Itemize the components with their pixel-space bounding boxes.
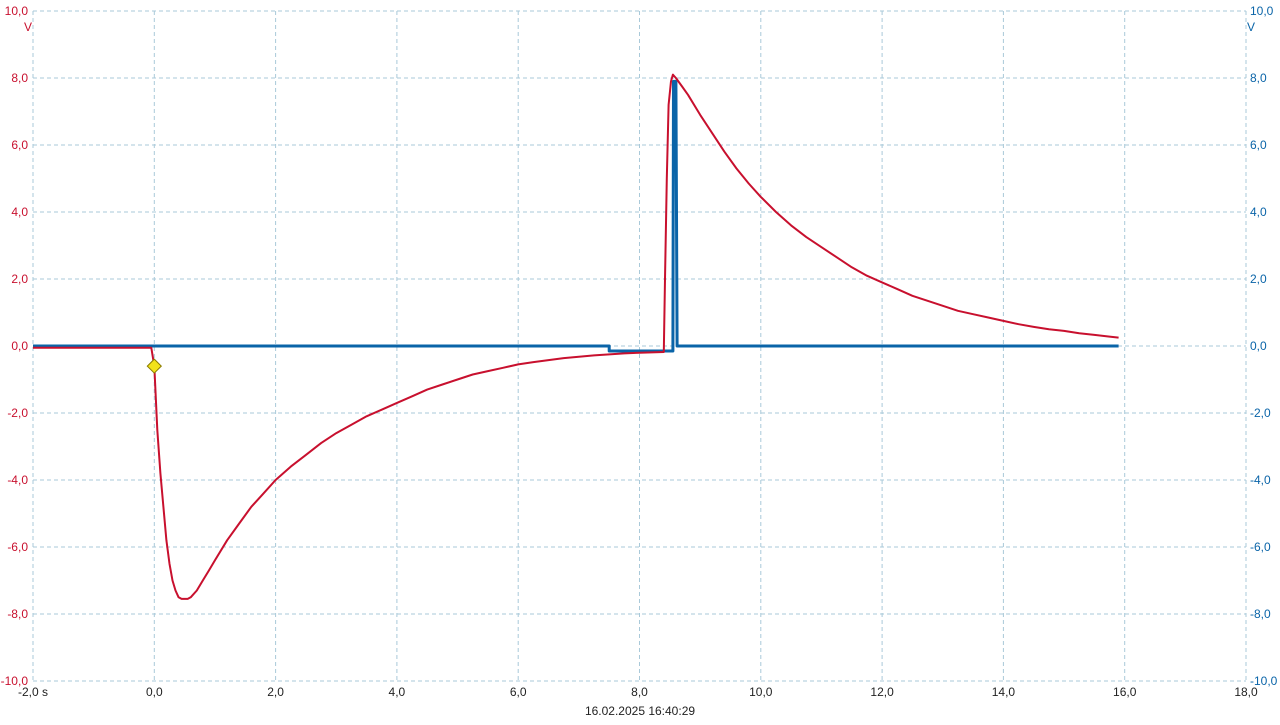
left-axis-unit: V	[24, 20, 32, 34]
left-y-tick-label: -6,0	[7, 540, 28, 554]
right-axis-unit: V	[1247, 20, 1255, 34]
x-tick-label: 12,0	[870, 685, 894, 699]
marker-layer	[146, 358, 163, 374]
x-tick-label: 4,0	[389, 685, 406, 699]
left-y-tick-label: -2,0	[7, 406, 28, 420]
x-tick-label: 16,0	[1113, 685, 1137, 699]
right-y-tick-label: 8,0	[1250, 71, 1267, 85]
left-y-tick-label: 0,0	[11, 339, 28, 353]
x-tick-label: 0,0	[146, 685, 163, 699]
left-y-tick-label: 10,0	[5, 4, 29, 18]
x-tick-label: 10,0	[749, 685, 773, 699]
labels-layer: -2,0 s 0,0 2,0 4,0 6,0 8,0 10,0 12,0 14,0 16,0 18,…	[1, 4, 1278, 699]
series-layer	[33, 73, 1119, 600]
left-y-tick-label: -8,0	[7, 607, 28, 621]
right-y-tick-label: -10,0	[1250, 674, 1278, 688]
left-y-tick-label: 8,0	[11, 71, 28, 85]
series-line-0	[33, 79, 1119, 353]
series-line-1	[33, 73, 1119, 600]
right-y-tick-label: -4,0	[1250, 473, 1271, 487]
right-y-tick-label: -8,0	[1250, 607, 1271, 621]
timestamp-label: 16.02.2025 16:40:29	[585, 704, 695, 718]
left-y-tick-label: 4,0	[11, 205, 28, 219]
left-y-tick-label: 2,0	[11, 272, 28, 286]
right-y-tick-label: -2,0	[1250, 406, 1271, 420]
left-y-tick-label: -10,0	[1, 674, 29, 688]
x-tick-label: 18,0	[1234, 685, 1258, 699]
x-tick-label: 2,0	[267, 685, 284, 699]
trigger-marker[interactable]	[146, 358, 163, 374]
x-tick-label: 6,0	[510, 685, 527, 699]
x-tick-label: -2,0 s	[18, 685, 48, 699]
right-y-tick-label: 4,0	[1250, 205, 1267, 219]
right-y-tick-label: 2,0	[1250, 272, 1267, 286]
right-y-tick-label: -6,0	[1250, 540, 1271, 554]
left-y-tick-label: -4,0	[7, 473, 28, 487]
x-tick-label: 14,0	[992, 685, 1016, 699]
left-y-tick-label: 6,0	[11, 138, 28, 152]
x-tick-label: 8,0	[631, 685, 648, 699]
right-y-tick-label: 10,0	[1250, 4, 1274, 18]
right-y-tick-label: 6,0	[1250, 138, 1267, 152]
right-y-tick-label: 0,0	[1250, 339, 1267, 353]
